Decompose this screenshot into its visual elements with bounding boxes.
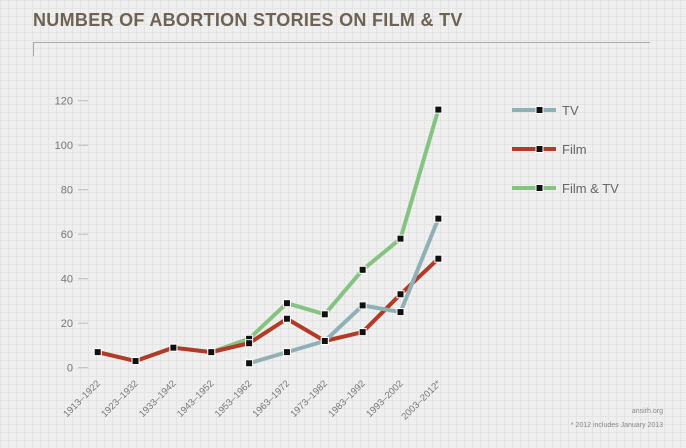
y-tick-label: 60 — [61, 229, 73, 241]
data-point — [358, 301, 367, 310]
x-tick-label: 1973–1982 — [289, 378, 330, 419]
chart-title: NUMBER OF ABORTION STORIES ON FILM & TV — [33, 10, 463, 30]
x-tick-label: 1943–1952 — [175, 378, 216, 419]
data-point — [396, 234, 405, 243]
data-point — [131, 357, 140, 366]
data-point — [282, 348, 291, 357]
data-point — [396, 290, 405, 299]
data-point — [320, 310, 329, 319]
y-tick-label: 0 — [67, 363, 73, 375]
data-point — [169, 343, 178, 352]
data-point — [282, 314, 291, 323]
y-tick-label: 80 — [61, 185, 73, 197]
data-point — [434, 214, 443, 223]
data-point — [207, 348, 216, 357]
series-line-film — [97, 257, 440, 364]
data-point — [358, 328, 367, 337]
title-divider — [33, 42, 650, 43]
x-tick-label: 1933–1942 — [137, 378, 178, 419]
x-tick-label: 2003–2012* — [399, 378, 443, 422]
y-tick-label: 40 — [61, 274, 73, 286]
x-tick-label: 1963–1972 — [251, 378, 292, 419]
y-tick-label: 100 — [55, 140, 73, 152]
legend-marker — [535, 145, 544, 153]
source-label: ansirh.org — [631, 408, 663, 415]
legend-label: Film — [562, 142, 587, 157]
x-tick-label: 1923–1932 — [99, 378, 140, 419]
legend-marker — [535, 184, 544, 192]
x-tick-label: 1953–1962 — [213, 378, 254, 419]
x-tick-label: 1913–1922 — [61, 378, 102, 419]
data-point — [93, 348, 102, 357]
series-line-film-tv — [97, 109, 441, 364]
legend-marker — [535, 106, 544, 114]
y-tick-label: 20 — [61, 318, 73, 330]
data-point — [396, 308, 405, 317]
data-point — [245, 339, 254, 348]
data-point — [245, 359, 254, 368]
title-divider-tick — [33, 42, 34, 56]
data-point — [434, 254, 443, 263]
data-point — [434, 105, 443, 114]
footnote: * 2012 includes January 2013 — [570, 422, 663, 429]
legend-label: TV — [562, 103, 579, 118]
data-point — [282, 299, 291, 308]
series-line-tv — [248, 217, 441, 366]
x-tick-label: 1983–1992 — [326, 378, 367, 419]
data-point — [358, 265, 367, 274]
legend-label: Film & TV — [562, 181, 619, 196]
y-tick-label: 120 — [55, 96, 73, 108]
data-point — [320, 337, 329, 345]
